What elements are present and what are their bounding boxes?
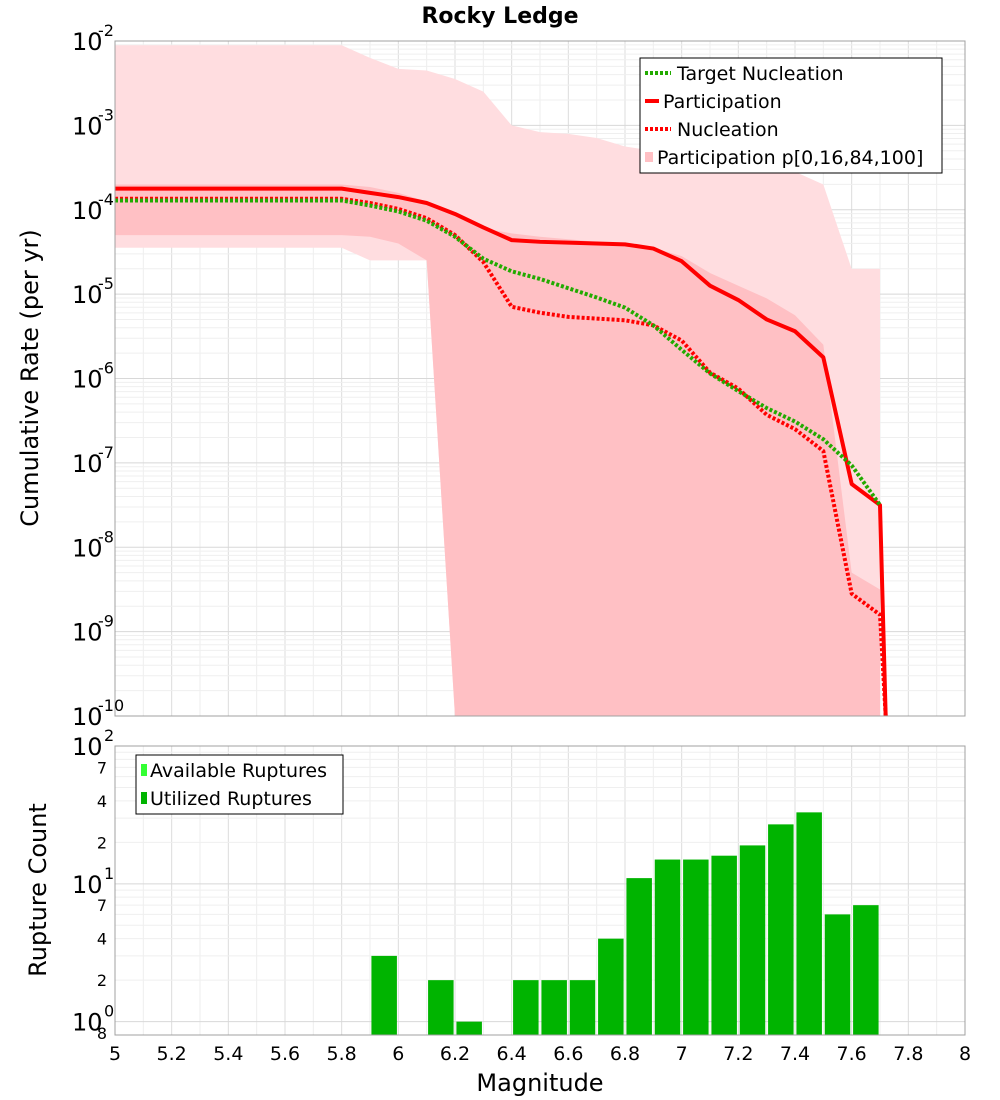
top-lines <box>115 186 888 717</box>
x-tick-label: 5.4 <box>213 1043 243 1065</box>
top-y-axis-label: Cumulative Rate (per yr) <box>16 229 44 527</box>
x-axis-label: Magnitude <box>476 1069 603 1097</box>
x-tick-label: 7.8 <box>893 1043 923 1065</box>
bottom-legend: Available Ruptures Utilized Ruptures <box>135 754 344 815</box>
x-tick-label: 7.4 <box>780 1043 810 1065</box>
top-y-tick-exponent: -8 <box>98 527 114 546</box>
x-tick-label: 6.8 <box>610 1043 640 1065</box>
bar-utilized-ruptures <box>683 859 709 1035</box>
bottom-y-tick-label: 10 <box>72 871 103 899</box>
top-y-tick-label: 10 <box>72 197 103 225</box>
legend-band-swatch <box>645 152 653 162</box>
bar-utilized-ruptures <box>541 980 567 1035</box>
top-y-tick-exponent: -9 <box>98 612 114 631</box>
bar-utilized-ruptures <box>711 855 737 1035</box>
legend-nucleation: Nucleation <box>677 119 779 141</box>
top-y-tick-label: 10 <box>72 450 103 478</box>
bottom-y-minor-label: 7 <box>97 896 107 915</box>
legend-utilized-ruptures: Utilized Ruptures <box>150 788 312 810</box>
top-y-tick-exponent: -7 <box>98 443 114 462</box>
bar-utilized-ruptures <box>513 980 539 1035</box>
x-tick-label: 5.6 <box>270 1043 300 1065</box>
top-y-tick-label: 10 <box>72 28 103 56</box>
legend-target-nucleation: Target Nucleation <box>676 63 844 85</box>
legend-participation-band: Participation p[0,16,84,100] <box>657 147 923 169</box>
x-tick-label: 6.4 <box>497 1043 527 1065</box>
bar-utilized-ruptures <box>768 824 794 1035</box>
top-legend: Target Nucleation Participation Nucleati… <box>639 57 943 174</box>
series-nucleation <box>115 196 888 717</box>
top-plot-frame <box>114 40 966 717</box>
bottom-plot-frame <box>114 745 966 1036</box>
top-legend-box <box>639 57 943 174</box>
bar-utilized-ruptures <box>626 878 652 1035</box>
bottom-y-tick-exponent: 1 <box>104 864 114 883</box>
top-y-ticks: 10-210-310-410-510-610-710-810-910-10 <box>72 21 124 731</box>
x-tick-label: 5 <box>109 1043 121 1065</box>
bottom-y-minor-label: 7 <box>97 758 107 777</box>
top-y-tick-exponent: -5 <box>98 274 114 293</box>
x-tick-label: 6.2 <box>440 1043 470 1065</box>
x-tick-label: 8 <box>959 1043 971 1065</box>
legend-available-ruptures: Available Ruptures <box>150 760 327 782</box>
top-y-tick-exponent: -2 <box>98 21 114 40</box>
bar-utilized-ruptures <box>598 938 624 1035</box>
bottom-y-tick-label: 10 <box>72 1009 103 1037</box>
top-y-tick-label: 10 <box>72 703 103 731</box>
x-tick-label: 5.2 <box>157 1043 187 1065</box>
top-y-tick-label: 10 <box>72 366 103 394</box>
top-y-tick-label: 10 <box>72 534 103 562</box>
bottom-legend-box <box>135 754 344 815</box>
series-target-nucleation <box>115 198 882 507</box>
series-participation <box>115 186 888 717</box>
x-tick-label: 7 <box>676 1043 688 1065</box>
x-tick-label: 5.8 <box>327 1043 357 1065</box>
bar-utilized-ruptures <box>796 812 822 1035</box>
bottom-y-minor-label: 4 <box>97 792 107 811</box>
top-y-tick-exponent: -4 <box>98 190 114 209</box>
bar-utilized-ruptures <box>853 905 879 1035</box>
bottom-y-tick-exponent: 2 <box>104 726 114 745</box>
bar-utilized-ruptures <box>824 914 851 1035</box>
top-y-tick-exponent: -6 <box>98 359 114 378</box>
top-y-tick-exponent: -3 <box>98 105 114 124</box>
top-y-tick-label: 10 <box>72 281 103 309</box>
x-tick-label: 6 <box>392 1043 404 1065</box>
bar-utilized-ruptures <box>456 1021 482 1035</box>
bottom-x-ticks: 5 5.2 5.4 5.6 5.8 6 6.2 6.4 6.6 6.8 7 7.2 7.4 7.6 7.8 8 <box>109 1043 971 1065</box>
bottom-y-axis-label: Rupture Count <box>24 803 52 977</box>
x-tick-label: 7.6 <box>837 1043 867 1065</box>
legend-utilized-swatch <box>141 792 147 804</box>
x-tick-label: 6.6 <box>553 1043 583 1065</box>
bottom-y-minor-label: 4 <box>97 930 107 949</box>
top-y-tick-label: 10 <box>72 112 103 140</box>
bar-utilized-ruptures <box>569 980 596 1035</box>
bottom-y-minor-label: 2 <box>97 971 107 990</box>
x-tick-label: 7.2 <box>723 1043 753 1065</box>
participation-band-1 <box>115 184 880 716</box>
bar-utilized-ruptures <box>371 955 397 1035</box>
bar-utilized-ruptures <box>428 980 454 1035</box>
top-y-tick-exponent: -10 <box>98 696 124 715</box>
bottom-y-minor-label: 8 <box>97 1024 107 1043</box>
top-bands <box>115 45 880 716</box>
chart-title: Rocky Ledge <box>421 4 578 29</box>
top-panel: 10-210-310-410-510-610-710-810-910-10 Cu… <box>16 21 966 731</box>
bar-utilized-ruptures <box>654 859 681 1035</box>
legend-participation: Participation <box>663 91 782 113</box>
bottom-bars <box>371 812 879 1035</box>
bottom-y-minor-label: 2 <box>97 833 107 852</box>
bar-utilized-ruptures <box>739 845 766 1035</box>
bottom-y-tick-exponent: 0 <box>104 1002 114 1021</box>
legend-available-swatch <box>141 764 147 776</box>
top-y-tick-label: 10 <box>72 619 103 647</box>
bottom-y-tick-label: 10 <box>72 733 103 761</box>
